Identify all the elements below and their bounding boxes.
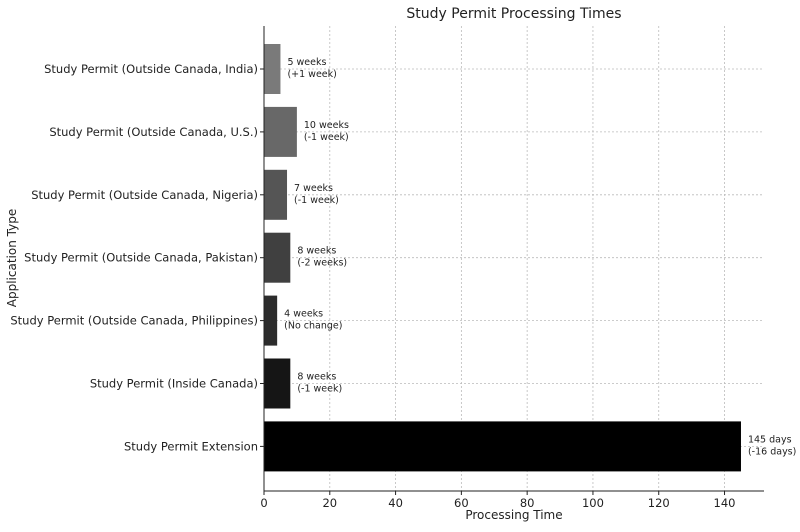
bar bbox=[264, 358, 291, 409]
category-label: Study Permit Extension bbox=[124, 439, 258, 453]
axes bbox=[260, 26, 764, 495]
category-label: Study Permit (Inside Canada) bbox=[90, 377, 258, 391]
category-label: Study Permit (Outside Canada, India) bbox=[44, 62, 258, 76]
bars bbox=[264, 44, 741, 472]
bar bbox=[264, 169, 288, 220]
bar bbox=[264, 421, 741, 472]
data-label: 7 weeks bbox=[294, 183, 333, 194]
data-label: (-1 week) bbox=[294, 195, 339, 206]
data-label: 8 weeks bbox=[297, 372, 336, 383]
data-label: 10 weeks bbox=[304, 120, 349, 131]
data-label: (-2 weeks) bbox=[297, 258, 347, 269]
x-tick-label: 120 bbox=[648, 496, 670, 510]
category-label: Study Permit (Outside Canada, Nigeria) bbox=[31, 188, 258, 202]
y-axis-label: Application Type bbox=[5, 209, 19, 307]
x-axis-label: Processing Time bbox=[465, 508, 562, 522]
data-label: 145 days bbox=[748, 434, 792, 445]
x-tick-label: 20 bbox=[322, 496, 337, 510]
bar bbox=[264, 295, 278, 346]
labels: 5 weeks(+1 week) Study Permit (Outside Ca… bbox=[10, 57, 796, 510]
category-label: Study Permit (Outside Canada, U.S.) bbox=[49, 125, 258, 139]
data-label: (-1 week) bbox=[304, 132, 349, 143]
data-label: 8 weeks bbox=[297, 246, 336, 257]
category-label: Study Permit (Outside Canada, Philippine… bbox=[10, 314, 258, 328]
data-label: (No change) bbox=[284, 321, 342, 332]
data-label: 4 weeks bbox=[284, 309, 323, 320]
x-tick-label: 60 bbox=[454, 496, 469, 510]
x-tick-label: 100 bbox=[582, 496, 604, 510]
bar bbox=[264, 44, 281, 94]
data-label: 5 weeks bbox=[287, 57, 326, 68]
bar bbox=[264, 232, 291, 283]
category-label: Study Permit (Outside Canada, Pakistan) bbox=[24, 251, 258, 265]
data-label: (-1 week) bbox=[297, 384, 342, 395]
bar bbox=[264, 106, 297, 157]
x-tick-label: 140 bbox=[714, 496, 736, 510]
chart-title: Study Permit Processing Times bbox=[406, 6, 621, 22]
x-tick-label: 80 bbox=[520, 496, 535, 510]
data-label: (+1 week) bbox=[287, 69, 336, 80]
x-tick-label: 0 bbox=[260, 496, 267, 510]
x-tick-label: 40 bbox=[388, 496, 403, 510]
data-label: (-16 days) bbox=[748, 446, 796, 457]
